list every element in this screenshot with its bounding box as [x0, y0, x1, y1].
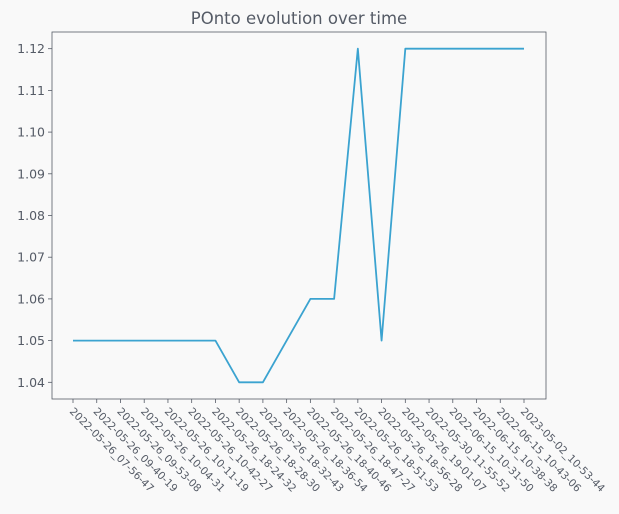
y-tick-label: 1.05: [17, 333, 45, 348]
y-tick-label: 1.04: [17, 375, 45, 390]
y-tick-label: 1.10: [17, 125, 45, 140]
y-tick-label: 1.12: [17, 41, 45, 56]
x-axis: 2022-05-26_07-56-472022-05-26_09-40-1920…: [67, 399, 607, 495]
y-tick-label: 1.09: [17, 166, 45, 181]
series-lines: [73, 47, 524, 384]
y-tick-label: 1.07: [17, 250, 45, 265]
y-axis: 1.04 1.05 1.06 1.07 1.08 1.09 1.10 1.11 1.12: [17, 41, 52, 390]
series-line: [73, 47, 524, 384]
y-tick-label: 1.06: [17, 291, 45, 306]
y-tick-label: 1.08: [17, 208, 45, 223]
plot-area: [51, 31, 547, 400]
y-tick-label: 1.11: [17, 83, 45, 98]
chart-title: POnto evolution over time: [191, 9, 407, 28]
